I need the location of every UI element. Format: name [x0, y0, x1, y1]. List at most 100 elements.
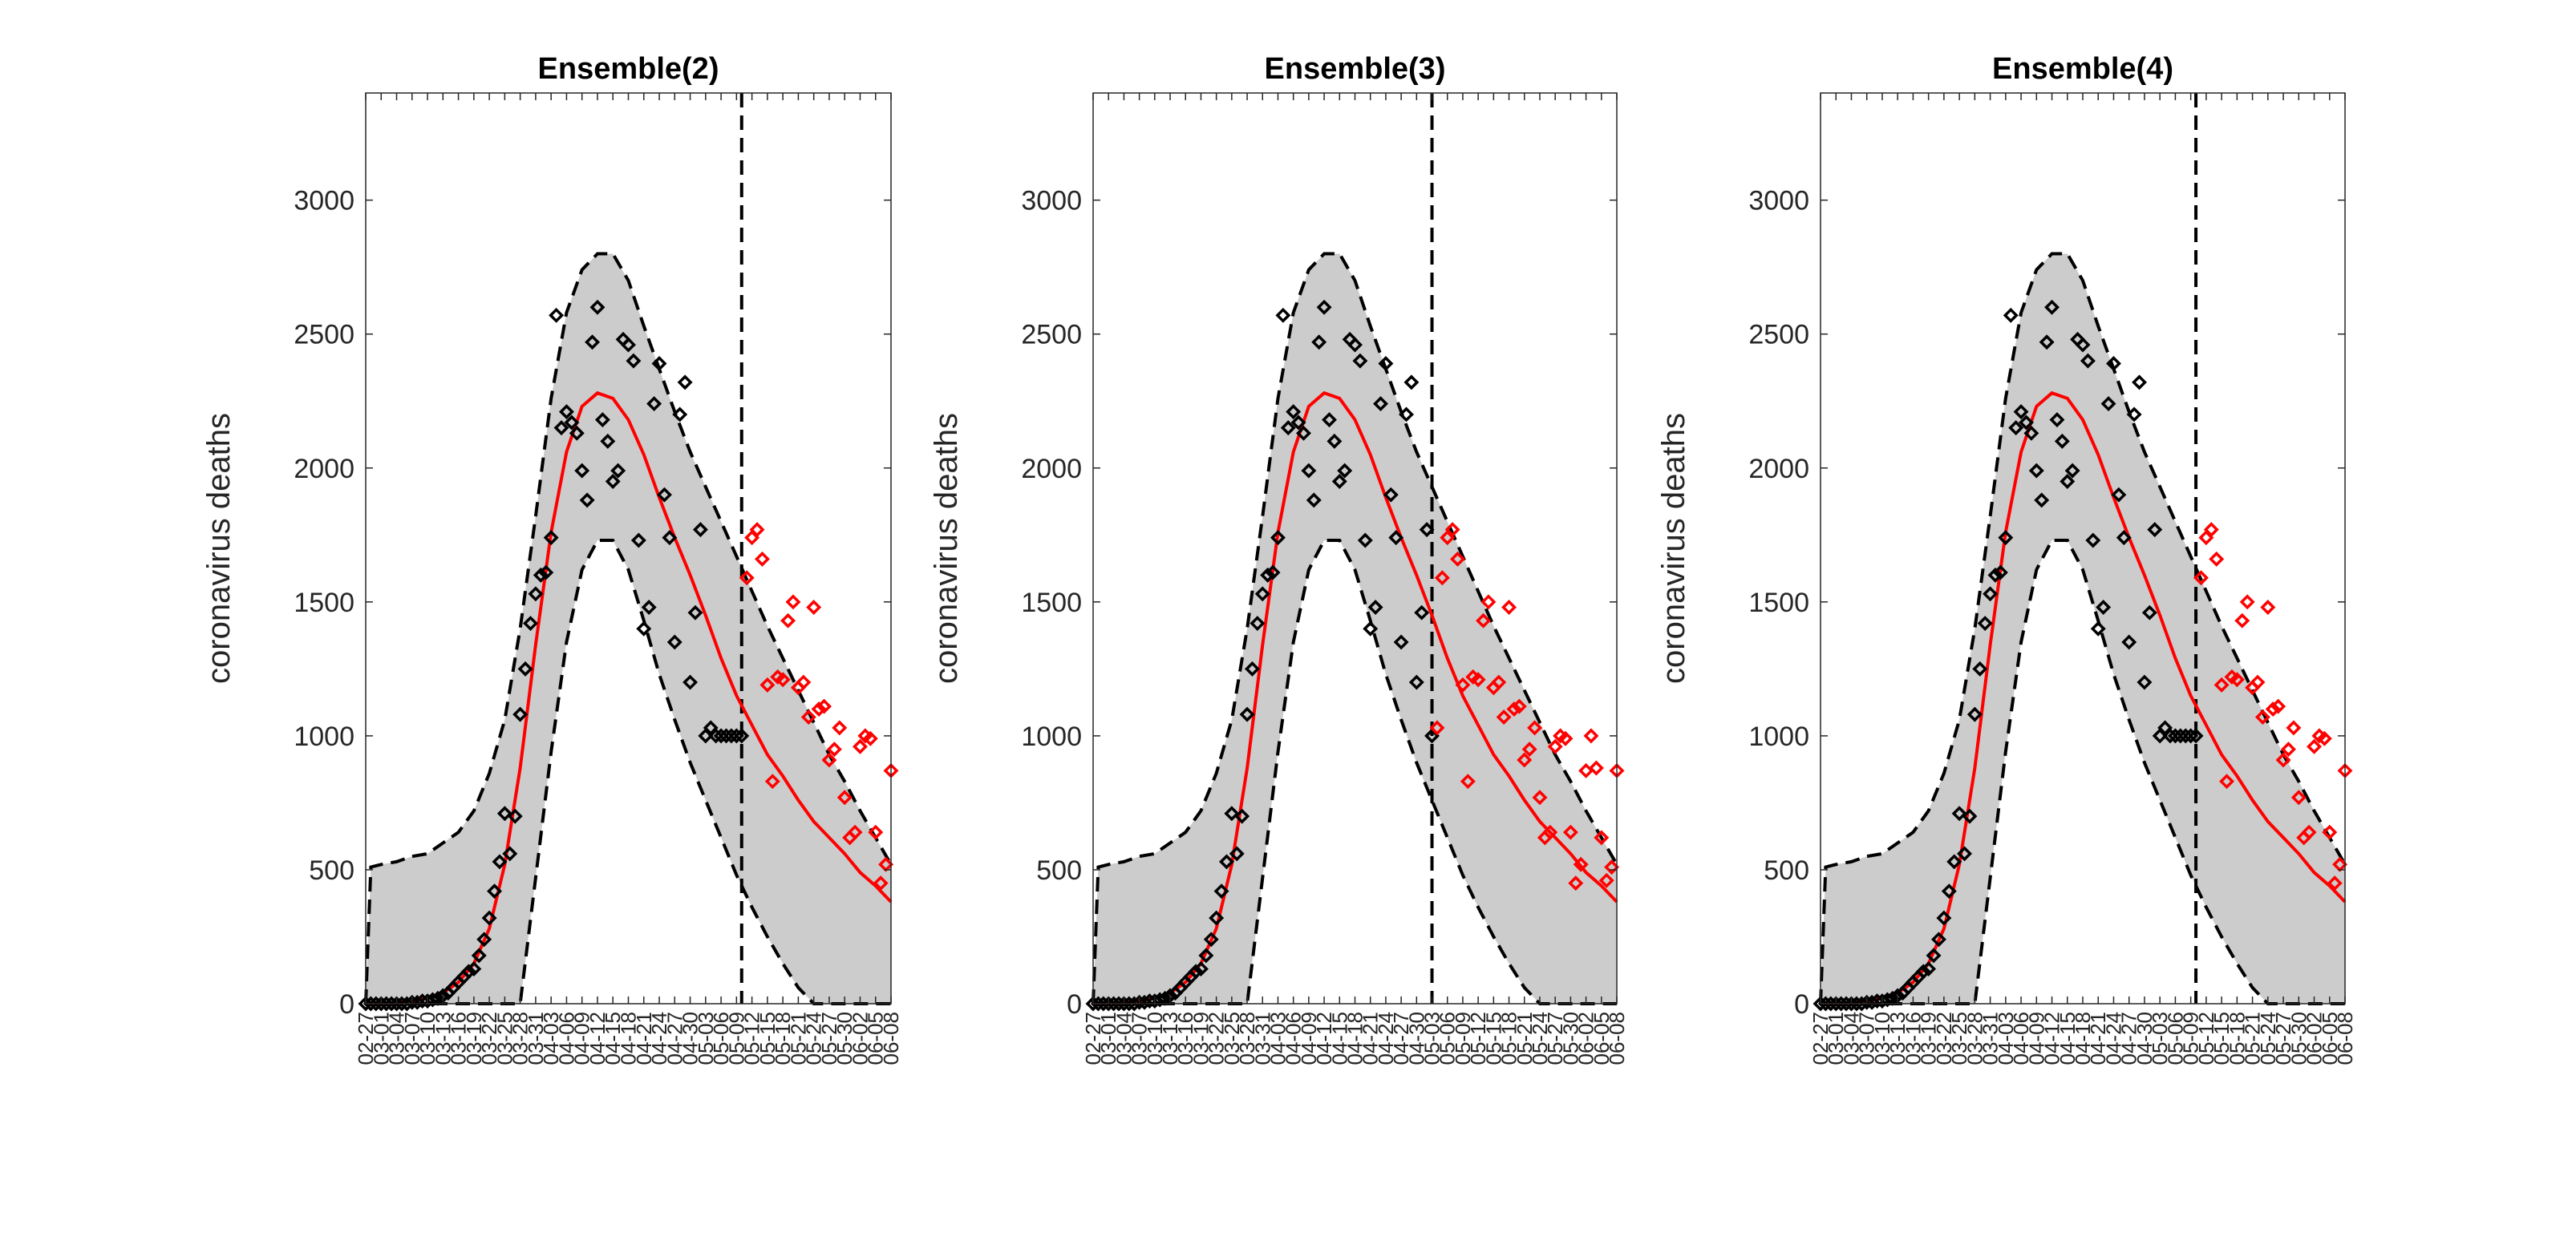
data-point: [600, 433, 616, 449]
data-point: [775, 672, 791, 688]
data-point: [1106, 996, 1122, 1012]
x-tick-label: 04-06: [1282, 1012, 1306, 1065]
data-point: [2132, 374, 2148, 390]
x-tick-label: 03-07: [1128, 1012, 1152, 1065]
data-point: [2265, 701, 2281, 717]
x-tick-label: 05-15: [755, 1012, 780, 1065]
data-point: [847, 824, 863, 840]
y-tick-label: 500: [1764, 855, 1809, 886]
data-point: [759, 677, 776, 693]
x-tick-label: 03-19: [1917, 1012, 1941, 1065]
data-point: [2162, 728, 2178, 744]
data-point: [1879, 992, 1895, 1008]
data-point: [2177, 728, 2193, 744]
data-point: [594, 412, 610, 428]
data-point: [2219, 774, 2235, 790]
x-tick-label: 03-31: [1250, 1012, 1274, 1065]
x-tick-label: 03-16: [447, 1012, 471, 1065]
x-tick-label: 05-03: [1420, 1012, 1444, 1065]
data-point: [2286, 720, 2302, 736]
data-point: [2075, 337, 2091, 353]
data-point: [1557, 730, 1574, 746]
data-point: [692, 522, 708, 538]
data-point: [1311, 334, 1327, 350]
data-point: [2193, 570, 2209, 586]
data-point: [873, 875, 889, 891]
data-point: [1983, 586, 1999, 602]
mean-line: [1821, 390, 2347, 1005]
data-point: [1408, 674, 1424, 690]
x-tick-label: 03-04: [1839, 1012, 1863, 1065]
x-tick-label: 05-03: [694, 1012, 718, 1065]
x-tick-label: 05-24: [1528, 1012, 1552, 1065]
data-point: [1383, 487, 1399, 503]
data-point: [832, 720, 848, 736]
y-tick-label: 500: [1036, 855, 1082, 886]
data-point: [2039, 334, 2055, 350]
data-point: [1966, 706, 1983, 722]
data-point: [1444, 522, 1460, 538]
x-tick-label: 04-12: [1312, 1012, 1336, 1065]
data-point: [1290, 414, 1306, 431]
data-point: [585, 334, 601, 350]
y-axis-label: coronavirus deaths: [201, 413, 237, 684]
chart-panel-3: 05001000150020002500300002-2703-0103-040…: [1656, 52, 2357, 1065]
data-point: [677, 374, 693, 390]
data-point: [538, 564, 554, 580]
data-point: [1419, 522, 1435, 538]
x-tick-label: 02-27: [1081, 1012, 1105, 1065]
data-point: [2260, 600, 2276, 615]
x-tick-label: 05-12: [2194, 1012, 2218, 1065]
data-point: [2023, 425, 2039, 441]
data-point: [2064, 463, 2080, 479]
x-tick-label: 03-31: [1979, 1012, 2003, 1065]
x-tick-label: 03-04: [385, 1012, 409, 1065]
data-point: [1828, 996, 1844, 1012]
data-point: [800, 709, 816, 725]
x-tick-label: 05-06: [2163, 1012, 2187, 1065]
x-tick-label: 05-09: [1451, 1012, 1475, 1065]
data-point: [687, 604, 703, 621]
x-tick-label: 04-24: [647, 1012, 671, 1065]
data-point: [2209, 551, 2225, 567]
x-tick-label: 04-18: [617, 1012, 641, 1065]
data-point: [1470, 672, 1486, 688]
data-point: [749, 522, 765, 538]
data-point: [549, 307, 565, 323]
x-tick-label: 05-24: [2256, 1012, 2280, 1065]
data-point: [719, 728, 734, 744]
x-tick-label: 03-13: [1885, 1012, 1910, 1065]
x-tick-label: 05-03: [2148, 1012, 2172, 1065]
data-point: [487, 883, 503, 899]
uncertainty-band: [366, 253, 891, 1004]
y-tick-label: 0: [1067, 989, 1082, 1020]
chart-title: Ensemble(3): [1265, 52, 1446, 86]
data-point: [1296, 425, 1311, 441]
y-tick-label: 3000: [1748, 186, 1809, 216]
x-tick-label: 04-30: [678, 1012, 703, 1065]
x-tick-label: 04-30: [1404, 1012, 1428, 1065]
data-point: [1998, 530, 2014, 546]
data-point: [713, 728, 729, 744]
data-point: [656, 487, 672, 503]
data-point: [1388, 530, 1404, 546]
x-tick-label: 06-05: [1590, 1012, 1614, 1065]
data-point: [806, 600, 822, 615]
data-point: [1301, 463, 1317, 479]
data-point: [2270, 698, 2286, 714]
x-tick-label: 05-06: [1436, 1012, 1460, 1065]
x-tick-label: 04-27: [1389, 1012, 1413, 1065]
x-tick-label: 06-02: [848, 1012, 872, 1065]
x-tick-label: 05-21: [786, 1012, 810, 1065]
data-point: [512, 706, 529, 722]
x-tick-label: 02-27: [1808, 1012, 1833, 1065]
data-point: [2105, 355, 2121, 371]
data-point: [626, 353, 642, 369]
data-point: [1100, 996, 1116, 1012]
x-tick-label: 05-18: [2225, 1012, 2249, 1065]
data-point: [816, 698, 832, 714]
x-tick-label: 03-10: [1870, 1012, 1894, 1065]
data-point: [496, 806, 512, 822]
chart-title: Ensemble(4): [1992, 52, 2173, 86]
data-point: [1962, 808, 1978, 824]
